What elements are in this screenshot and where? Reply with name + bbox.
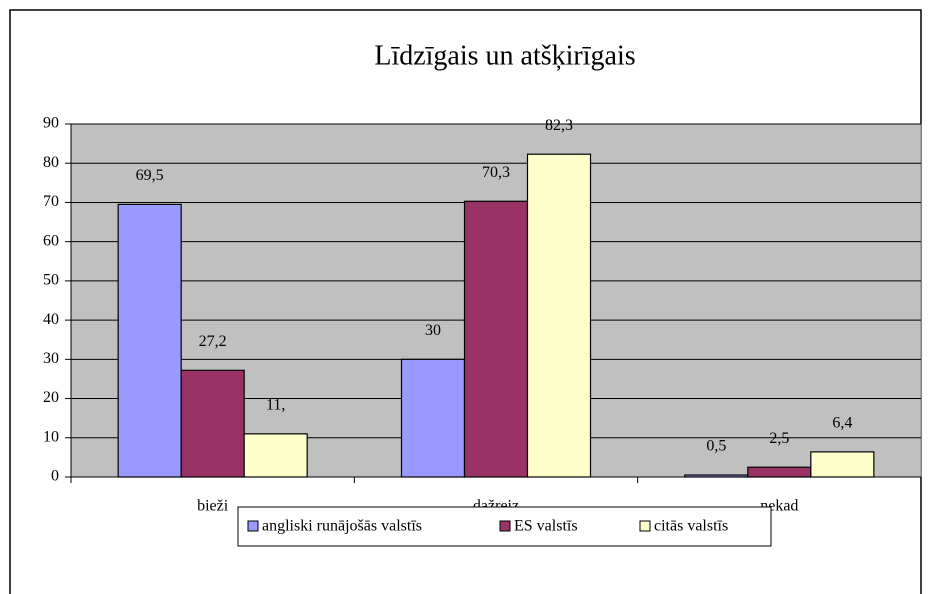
y-tick-label: 90 [43,115,59,132]
bar [747,466,812,478]
y-tick-label: 0 [51,468,59,485]
bar [463,200,529,478]
data-label: 70,3 [482,164,510,181]
bar [117,203,182,478]
y-tick-label: 50 [43,272,59,289]
legend-swatch [499,520,511,532]
data-label: 6,4 [832,415,852,432]
bar [400,358,466,478]
legend-label: angliski runājošās valstīs [262,518,422,535]
y-tick-label: 20 [43,389,59,406]
data-label: 11, [266,397,285,414]
y-tick-label: 80 [43,154,59,171]
data-label: 82,3 [545,117,573,134]
y-tick-label: 40 [43,311,59,328]
data-label: 2,5 [769,430,789,447]
legend-swatch [247,520,259,532]
bar [810,451,875,478]
x-tick-label: bieži [197,498,229,515]
y-tick-label: 30 [43,350,59,367]
bar [243,433,308,478]
legend-label: ES valstīs [514,518,578,535]
chart-title: Līdzīgais un atšķirīgais [374,40,635,71]
data-label: 30 [425,322,441,339]
data-label: 27,2 [199,333,227,350]
legend-swatch [639,520,651,532]
bar [180,369,245,478]
bar [526,153,592,478]
bar [684,474,749,478]
y-tick-label: 70 [43,193,59,210]
data-label: 69,5 [136,167,164,184]
legend-label: citās valstīs [654,518,728,535]
y-tick-label: 10 [43,428,59,445]
y-tick-label: 60 [43,232,59,249]
data-label: 0,5 [706,438,726,455]
